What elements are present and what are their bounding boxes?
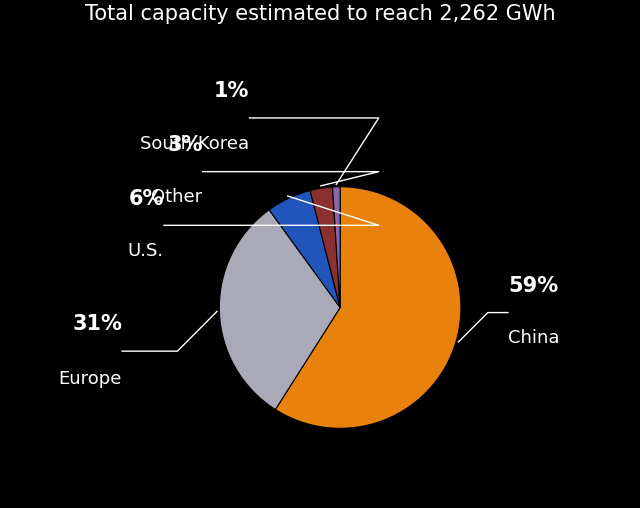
Text: 59%: 59% <box>508 276 558 296</box>
Wedge shape <box>333 187 340 307</box>
Text: 1%: 1% <box>214 81 250 101</box>
Wedge shape <box>269 190 340 307</box>
Text: South Korea: South Korea <box>140 135 250 153</box>
Text: 31%: 31% <box>72 314 122 334</box>
Text: Other: Other <box>152 188 202 206</box>
Wedge shape <box>220 210 340 409</box>
Text: Europe: Europe <box>59 370 122 388</box>
Wedge shape <box>310 187 340 307</box>
Title: Total capacity estimated to reach 2,262 GWh: Total capacity estimated to reach 2,262 … <box>84 4 556 24</box>
Wedge shape <box>275 187 461 428</box>
Text: China: China <box>508 329 559 347</box>
Text: 3%: 3% <box>167 135 202 155</box>
Text: 6%: 6% <box>129 188 164 209</box>
Text: U.S.: U.S. <box>128 242 164 260</box>
